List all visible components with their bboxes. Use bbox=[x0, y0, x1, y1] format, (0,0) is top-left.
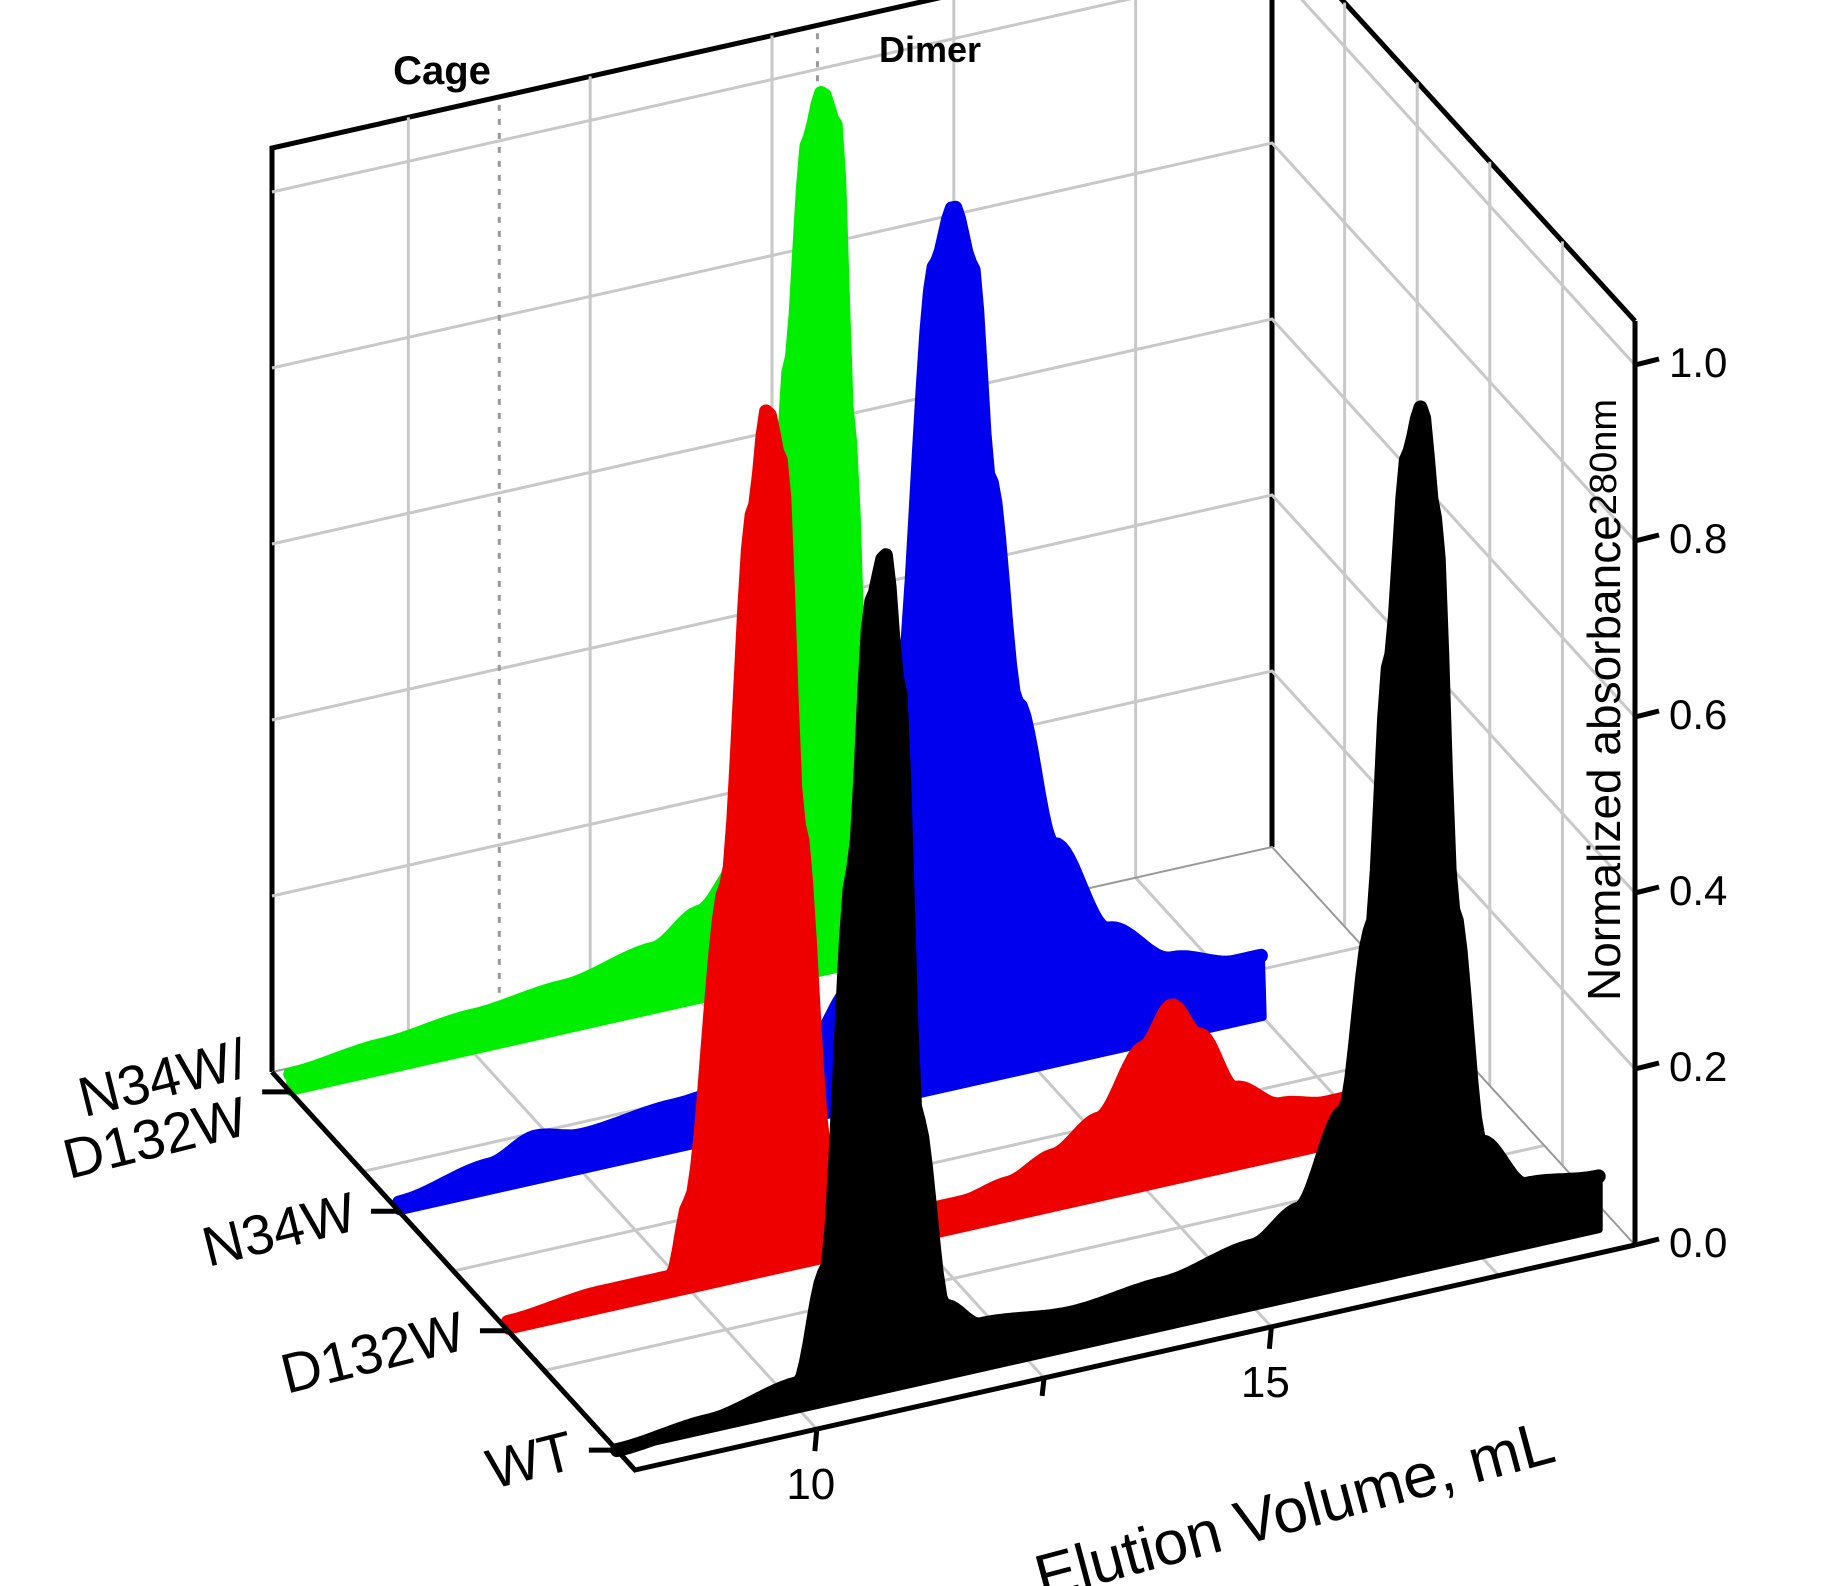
z-tick-label: 0.6 bbox=[1669, 691, 1727, 738]
series-line bbox=[500, 404, 1377, 1329]
grid-line-floor bbox=[453, 1044, 1454, 1273]
top-right-edge bbox=[1338, 0, 1637, 323]
z-tick-label: 0.8 bbox=[1669, 515, 1727, 562]
z-tick bbox=[1634, 356, 1660, 368]
x-axis-ticks: 10 15 bbox=[786, 1326, 1290, 1509]
z-tick-label: 0.4 bbox=[1669, 867, 1727, 914]
grid-line-horizontal bbox=[271, 317, 1637, 719]
axes-frame bbox=[270, 321, 1638, 1473]
x-tick bbox=[1266, 1326, 1274, 1350]
series-label: D132W bbox=[274, 1299, 471, 1405]
x-axis-title: Elution Volume, mL bbox=[1028, 1408, 1562, 1586]
x-tick bbox=[812, 1428, 820, 1452]
series-line bbox=[609, 400, 1606, 1458]
front-axis-lines bbox=[270, 1070, 1636, 1473]
grid-line-horizontal bbox=[271, 0, 1637, 367]
z-tick bbox=[1634, 1236, 1660, 1248]
z-tick-label: 0.2 bbox=[1669, 1043, 1727, 1090]
z-axis-ticks: 0.0 0.2 0.4 0.6 0.8 1.0 bbox=[1634, 339, 1727, 1266]
x-tick-minor bbox=[1039, 1377, 1047, 1397]
z-tick-label: 0.0 bbox=[1669, 1219, 1727, 1266]
z-axis-title: Normalized absorbance280nm bbox=[1578, 399, 1630, 1001]
z-tick-label: 1.0 bbox=[1669, 339, 1727, 386]
z-tick bbox=[1634, 1060, 1660, 1072]
series-label: WT bbox=[480, 1419, 580, 1501]
grid-line-horizontal bbox=[271, 141, 1637, 543]
cage-label: Cage bbox=[393, 49, 491, 93]
series-line bbox=[283, 86, 952, 1082]
x-tick-label: 15 bbox=[1241, 1358, 1290, 1407]
z-axis-title-main: Normalized absorbance bbox=[1578, 515, 1630, 1001]
z-tick bbox=[1634, 884, 1660, 896]
series-traces bbox=[283, 86, 1606, 1458]
z-tick bbox=[1634, 532, 1660, 544]
grid-line-horizontal bbox=[271, 493, 1637, 895]
dimer-label: Dimer bbox=[879, 29, 981, 70]
series-label: N34W bbox=[196, 1180, 362, 1279]
z-tick bbox=[1634, 708, 1660, 720]
z-axis-title-subscript: 280nm bbox=[1583, 399, 1625, 515]
grid-line-horizontal bbox=[271, 669, 1637, 1071]
series-line bbox=[392, 200, 1268, 1210]
x-tick-label: 10 bbox=[786, 1460, 835, 1509]
